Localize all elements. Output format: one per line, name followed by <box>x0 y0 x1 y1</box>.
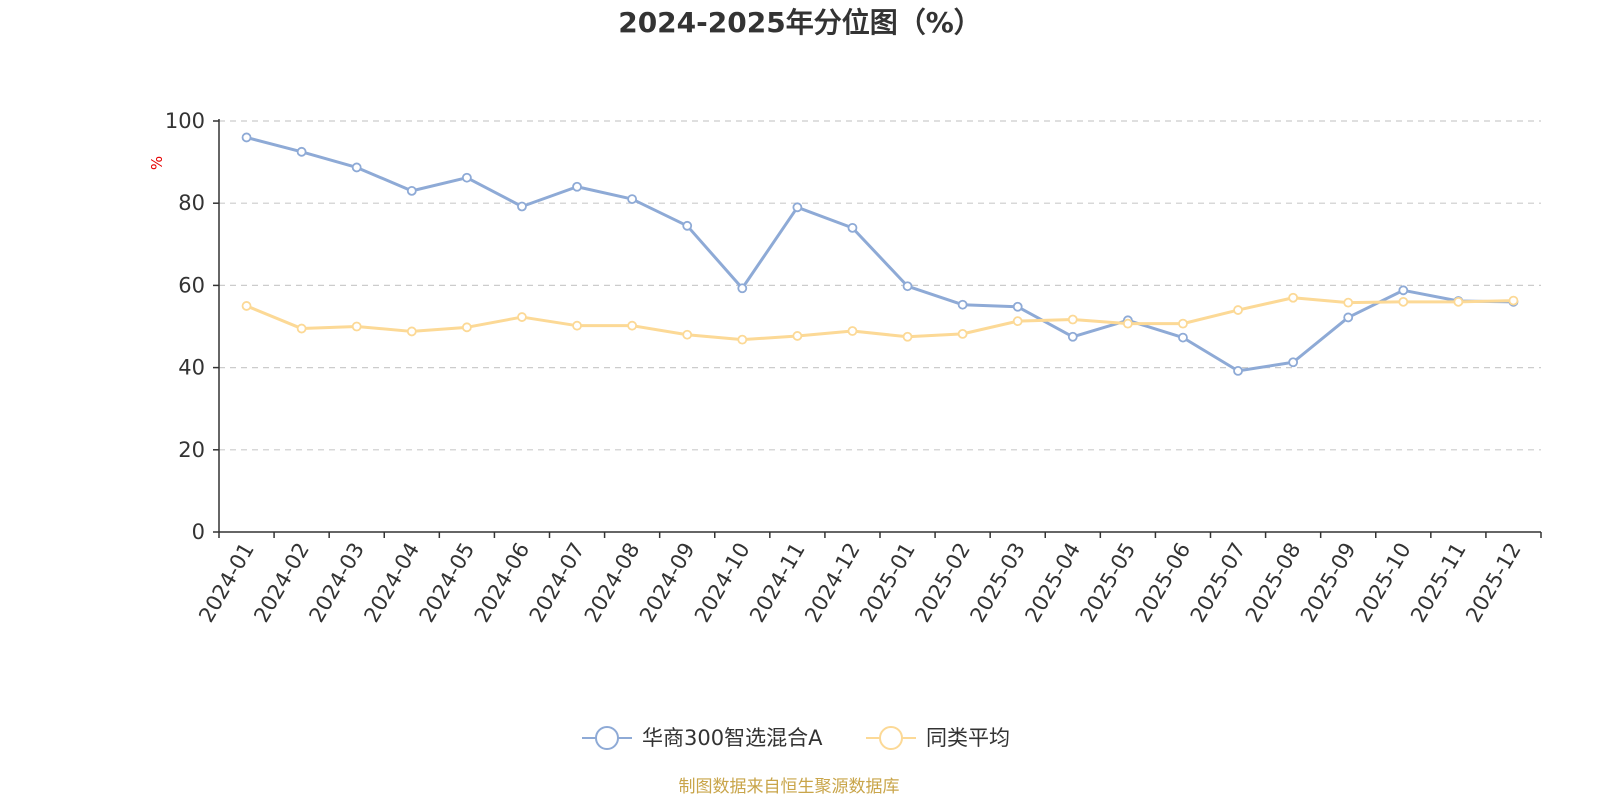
data-point[interactable] <box>1398 285 1409 296</box>
data-point[interactable] <box>572 181 582 192</box>
data-point[interactable] <box>241 132 252 143</box>
data-point[interactable] <box>1012 316 1023 327</box>
data-point[interactable] <box>1178 332 1188 343</box>
data-point[interactable] <box>902 331 913 342</box>
data-point[interactable] <box>1343 312 1354 323</box>
series-lines <box>241 132 1519 376</box>
series-1 <box>241 292 1519 345</box>
data-point[interactable] <box>517 201 527 212</box>
data-point[interactable] <box>1398 296 1409 307</box>
data-point[interactable] <box>406 185 417 196</box>
data-point[interactable] <box>847 326 858 336</box>
grid-lines <box>219 120 1541 451</box>
y-tick-label-20: 20 <box>178 438 205 462</box>
series-0 <box>241 132 1519 376</box>
data-point[interactable] <box>1453 296 1464 307</box>
data-point[interactable] <box>351 321 362 332</box>
data-point[interactable] <box>1233 365 1243 376</box>
legend-label-category-average: 同类平均 <box>926 726 1010 750</box>
data-point[interactable] <box>1508 295 1519 306</box>
data-point[interactable] <box>1067 314 1078 325</box>
data-point[interactable] <box>1288 292 1299 303</box>
data-point[interactable] <box>902 281 913 292</box>
data-point[interactable] <box>737 334 748 345</box>
data-point[interactable] <box>1178 318 1188 329</box>
y-tick-label-60: 60 <box>178 273 205 297</box>
y-tick-labels: 0 20 40 60 80 100 <box>165 109 205 544</box>
y-tick-label-40: 40 <box>178 356 205 380</box>
y-tick-label-80: 80 <box>178 191 205 215</box>
y-tick-label-100: 100 <box>165 109 205 133</box>
x-tick-labels: 2024-012024-022024-032024-042024-052024-… <box>194 539 1526 627</box>
data-point[interactable] <box>792 331 803 341</box>
data-point[interactable] <box>627 194 638 204</box>
legend-item-fund[interactable]: 华商300智选混合A <box>582 726 823 750</box>
data-point[interactable] <box>296 323 307 334</box>
legend-label-fund: 华商300智选混合A <box>642 726 823 750</box>
data-point[interactable] <box>957 299 968 310</box>
data-point[interactable] <box>461 322 472 333</box>
data-point[interactable] <box>627 320 638 331</box>
data-point[interactable] <box>957 328 968 339</box>
series-line-0 <box>246 135 1514 373</box>
data-point[interactable] <box>1122 318 1133 329</box>
data-point[interactable] <box>351 162 362 173</box>
y-axis-unit: % <box>148 156 166 170</box>
data-point[interactable] <box>1233 305 1243 315</box>
data-point[interactable] <box>1288 357 1299 368</box>
data-point[interactable] <box>406 326 417 337</box>
data-point[interactable] <box>296 146 307 157</box>
data-point[interactable] <box>1012 301 1023 312</box>
chart-title: 2024-2025年分位图（%） <box>618 6 982 39</box>
y-tick-label-0: 0 <box>192 520 205 544</box>
legend: 华商300智选混合A 同类平均 <box>582 726 1010 750</box>
data-point[interactable] <box>682 220 693 231</box>
x-tick-label-2025-12: 2025-12 <box>1461 539 1526 627</box>
axes <box>213 119 1542 538</box>
data-point[interactable] <box>461 172 472 183</box>
data-source-note: 制图数据来自恒生聚源数据库 <box>679 777 900 797</box>
legend-item-category-average[interactable]: 同类平均 <box>866 726 1010 750</box>
data-point[interactable] <box>572 320 582 331</box>
data-point[interactable] <box>517 312 527 322</box>
data-point[interactable] <box>1343 297 1354 308</box>
data-point[interactable] <box>847 222 858 233</box>
data-point[interactable] <box>737 283 748 294</box>
data-point[interactable] <box>682 329 693 340</box>
data-point[interactable] <box>792 202 803 213</box>
data-point[interactable] <box>241 301 252 311</box>
data-point[interactable] <box>1067 331 1078 342</box>
series-line-1 <box>245 296 1514 342</box>
